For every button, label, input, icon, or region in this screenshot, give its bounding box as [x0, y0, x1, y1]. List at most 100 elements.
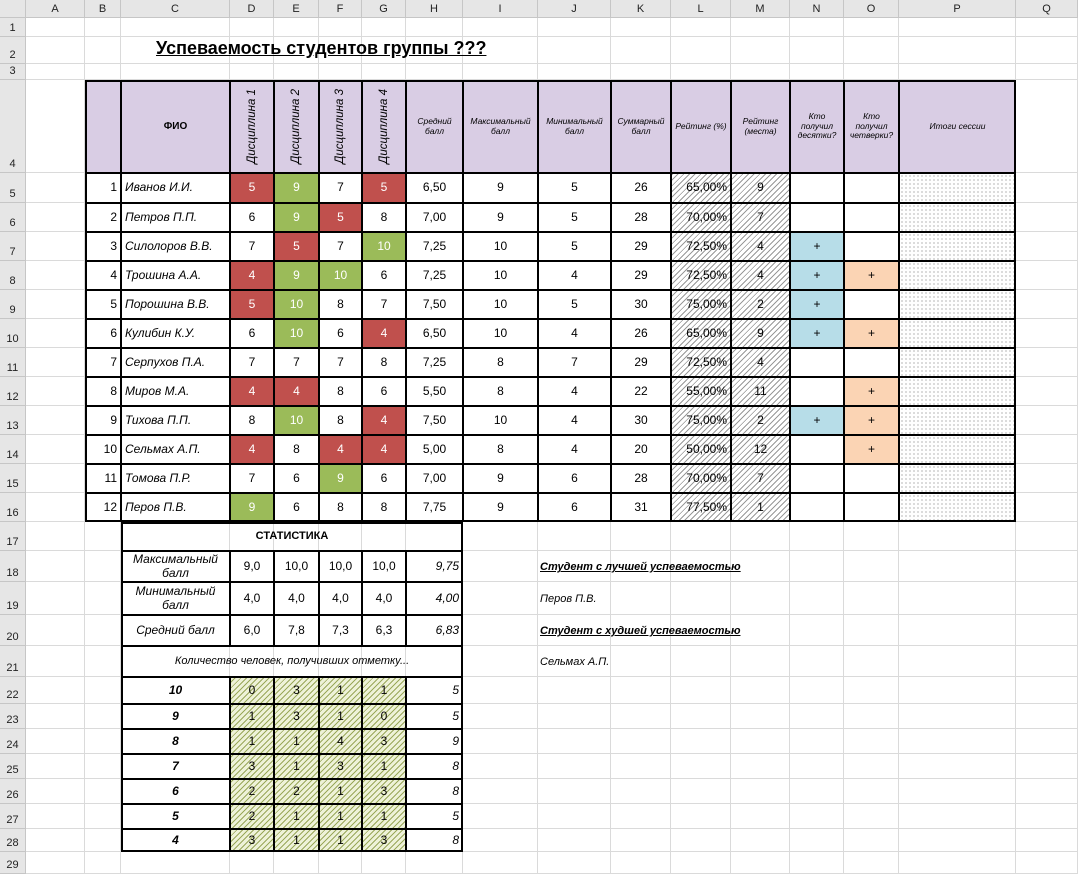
got-fours-cell[interactable]: [844, 464, 899, 493]
grid-cell[interactable]: [538, 754, 611, 779]
row-header-2[interactable]: 2: [0, 37, 26, 64]
grade-cell[interactable]: 6: [230, 203, 274, 232]
grade-cell[interactable]: 9: [274, 261, 319, 290]
grid-cell[interactable]: [26, 80, 85, 173]
max-score[interactable]: 9: [463, 173, 538, 203]
grid-cell[interactable]: [26, 290, 85, 319]
grid-cell[interactable]: [1016, 18, 1078, 37]
session-result-cell[interactable]: [899, 173, 1016, 203]
column-header-E[interactable]: E: [274, 0, 319, 18]
student-name[interactable]: Тихова П.П.: [121, 406, 230, 435]
row-header-14[interactable]: 14: [0, 435, 26, 464]
grid-cell[interactable]: [538, 37, 611, 64]
rating-percent[interactable]: 70,00%: [671, 203, 731, 232]
grid-cell[interactable]: [26, 319, 85, 348]
grid-cell[interactable]: [1016, 319, 1078, 348]
grid-cell[interactable]: [1016, 729, 1078, 754]
min-score[interactable]: 4: [538, 319, 611, 348]
max-score[interactable]: 10: [463, 290, 538, 319]
grid-cell[interactable]: [26, 406, 85, 435]
column-header-Q[interactable]: Q: [1016, 0, 1078, 18]
grid-cell[interactable]: [85, 582, 121, 615]
grid-cell[interactable]: [899, 729, 1016, 754]
got-tens-cell[interactable]: [790, 435, 844, 464]
column-header-K[interactable]: K: [611, 0, 671, 18]
mark-count[interactable]: 1: [362, 677, 406, 704]
grid-cell[interactable]: [731, 754, 790, 779]
avg-score[interactable]: 7,00: [406, 203, 463, 232]
grid-cell[interactable]: [26, 261, 85, 290]
grade-cell[interactable]: 4: [230, 377, 274, 406]
grid-cell[interactable]: [26, 704, 85, 729]
column-header-D[interactable]: D: [230, 0, 274, 18]
max-score[interactable]: 8: [463, 377, 538, 406]
grid-cell[interactable]: [26, 615, 85, 646]
grid-cell[interactable]: [899, 522, 1016, 551]
grade-cell[interactable]: 6: [362, 377, 406, 406]
got-tens-cell[interactable]: [790, 377, 844, 406]
stats-value[interactable]: 9,0: [230, 551, 274, 582]
rating-place[interactable]: 11: [731, 377, 790, 406]
sum-score[interactable]: 26: [611, 319, 671, 348]
grid-cell[interactable]: [899, 64, 1016, 80]
grid-cell[interactable]: [790, 677, 844, 704]
grade-cell[interactable]: 9: [319, 464, 362, 493]
grid-cell[interactable]: [463, 852, 538, 874]
grade-cell[interactable]: 8: [319, 377, 362, 406]
got-tens-cell[interactable]: [790, 173, 844, 203]
grid-cell[interactable]: [611, 804, 671, 829]
stats-value[interactable]: 7,8: [274, 615, 319, 646]
max-score[interactable]: 9: [463, 203, 538, 232]
grid-cell[interactable]: [790, 582, 844, 615]
grid-cell[interactable]: [362, 64, 406, 80]
grid-cell[interactable]: [611, 852, 671, 874]
grade-cell[interactable]: 4: [362, 435, 406, 464]
grade-cell[interactable]: 7: [230, 464, 274, 493]
grid-cell[interactable]: [274, 852, 319, 874]
grid-cell[interactable]: [731, 64, 790, 80]
grid-cell[interactable]: [463, 829, 538, 852]
grid-cell[interactable]: [899, 829, 1016, 852]
sum-score[interactable]: 29: [611, 261, 671, 290]
row-header-16[interactable]: 16: [0, 493, 26, 522]
session-result-cell[interactable]: [899, 203, 1016, 232]
grid-cell[interactable]: [790, 646, 844, 677]
row-header-25[interactable]: 25: [0, 754, 26, 779]
rating-percent[interactable]: 75,00%: [671, 406, 731, 435]
grid-cell[interactable]: [790, 804, 844, 829]
student-name[interactable]: Серпухов П.А.: [121, 348, 230, 377]
grid-cell[interactable]: [611, 829, 671, 852]
grid-cell[interactable]: [790, 852, 844, 874]
got-tens-cell[interactable]: [790, 464, 844, 493]
avg-score[interactable]: 6,50: [406, 173, 463, 203]
sum-score[interactable]: 20: [611, 435, 671, 464]
stats-value[interactable]: 6,3: [362, 615, 406, 646]
grid-cell[interactable]: [731, 18, 790, 37]
row-header-24[interactable]: 24: [0, 729, 26, 754]
mark-count[interactable]: 0: [362, 704, 406, 729]
got-tens-cell[interactable]: [790, 348, 844, 377]
grid-cell[interactable]: [1016, 493, 1078, 522]
grid-cell[interactable]: [85, 615, 121, 646]
grid-cell[interactable]: [790, 829, 844, 852]
row-header-1[interactable]: 1: [0, 18, 26, 37]
grid-cell[interactable]: [26, 829, 85, 852]
grid-cell[interactable]: [1016, 348, 1078, 377]
grade-cell[interactable]: 10: [319, 261, 362, 290]
grid-cell[interactable]: [844, 677, 899, 704]
grid-cell[interactable]: [463, 615, 538, 646]
select-all-corner[interactable]: [0, 0, 26, 18]
session-result-cell[interactable]: [899, 377, 1016, 406]
grid-cell[interactable]: [26, 804, 85, 829]
stats-value[interactable]: 4,0: [362, 582, 406, 615]
row-header-17[interactable]: 17: [0, 522, 26, 551]
grid-cell[interactable]: [406, 64, 463, 80]
grade-cell[interactable]: 5: [230, 290, 274, 319]
grade-cell[interactable]: 7: [230, 348, 274, 377]
rating-percent[interactable]: 72,50%: [671, 232, 731, 261]
grid-cell[interactable]: [85, 779, 121, 804]
grid-cell[interactable]: [844, 522, 899, 551]
grid-cell[interactable]: [731, 729, 790, 754]
grid-cell[interactable]: [844, 64, 899, 80]
